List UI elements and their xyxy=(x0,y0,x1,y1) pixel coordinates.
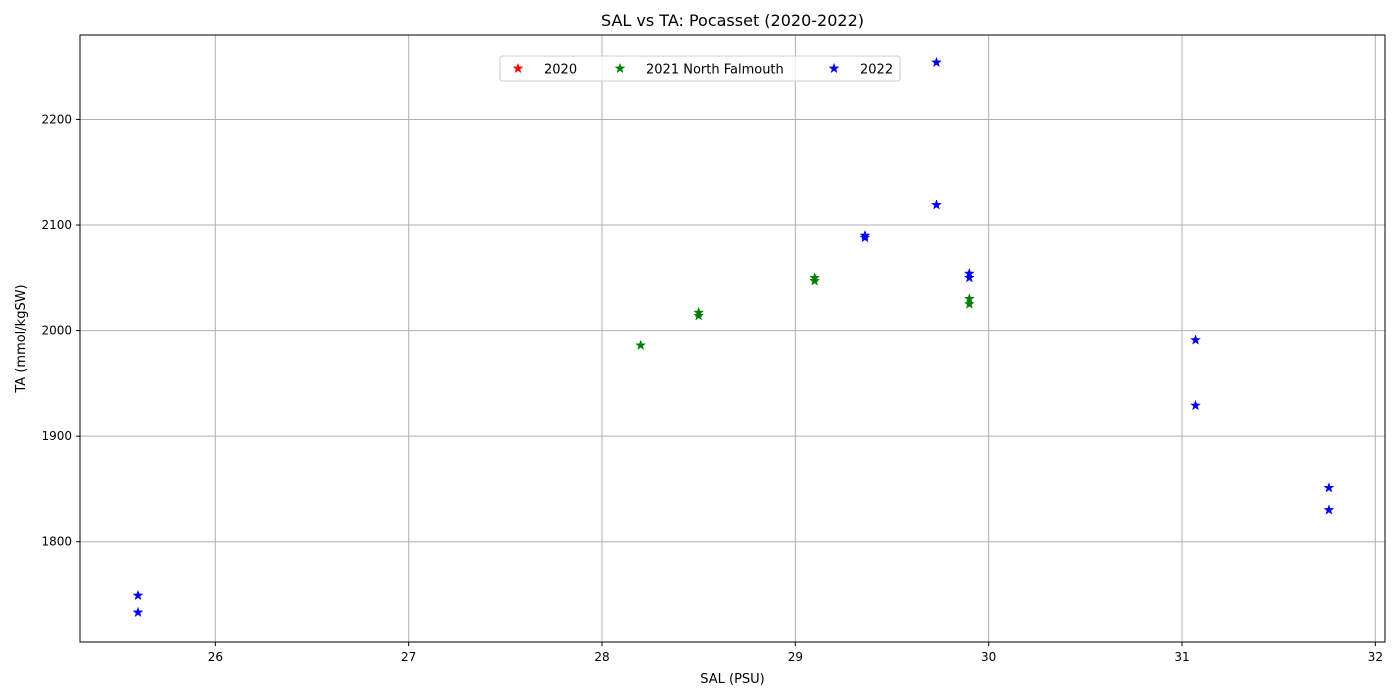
data-point xyxy=(930,56,942,68)
x-tick-label: 32 xyxy=(1368,650,1383,664)
chart-title: SAL vs TA: Pocasset (2020-2022) xyxy=(601,11,864,30)
data-point xyxy=(132,606,144,618)
data-point xyxy=(1323,482,1335,493)
legend-marker xyxy=(614,62,626,74)
x-tick-label: 28 xyxy=(594,650,609,664)
y-tick-label: 1900 xyxy=(41,429,72,443)
x-tick-label: 26 xyxy=(208,650,223,664)
legend-label: 2020 xyxy=(544,63,577,78)
plot-frame xyxy=(79,34,1386,643)
data-point xyxy=(963,267,975,279)
data-point xyxy=(963,293,975,304)
data-point xyxy=(635,339,647,351)
y-tick-label: 2100 xyxy=(41,218,72,232)
data-point xyxy=(859,229,871,241)
y-axis-label: TA (mmol/kgSW) xyxy=(14,284,29,393)
y-tick-label: 2200 xyxy=(41,112,72,126)
data-point xyxy=(809,275,821,286)
data-point xyxy=(809,272,821,283)
x-tick-label: 31 xyxy=(1174,650,1189,664)
data-points xyxy=(132,56,1335,618)
data-point xyxy=(693,310,705,321)
data-point xyxy=(930,199,942,210)
legend: 2020 2021 North Falmouth 2022 xyxy=(499,55,901,82)
x-tick-label: 29 xyxy=(788,650,803,664)
legend-box xyxy=(499,55,901,82)
grid xyxy=(80,35,1385,642)
data-point xyxy=(1190,399,1202,411)
axis-ticks: 26 27 28 29 30 31 32 1800 1900 2000 2100 2200 xyxy=(41,112,1383,664)
legend-label: 2022 xyxy=(860,63,893,78)
data-point xyxy=(693,306,705,318)
legend-marker xyxy=(828,62,840,74)
data-point xyxy=(963,272,975,283)
data-point xyxy=(132,589,144,601)
y-tick-label: 2000 xyxy=(41,324,72,338)
x-tick-label: 30 xyxy=(981,650,996,664)
data-point xyxy=(963,298,975,309)
data-point xyxy=(1323,504,1335,515)
x-axis-label: SAL (PSU) xyxy=(700,672,765,687)
y-tick-label: 1800 xyxy=(41,535,72,549)
legend-marker xyxy=(512,62,524,74)
data-point xyxy=(1190,334,1202,345)
x-tick-label: 27 xyxy=(401,650,416,664)
legend-label: 2021 North Falmouth xyxy=(646,63,784,78)
